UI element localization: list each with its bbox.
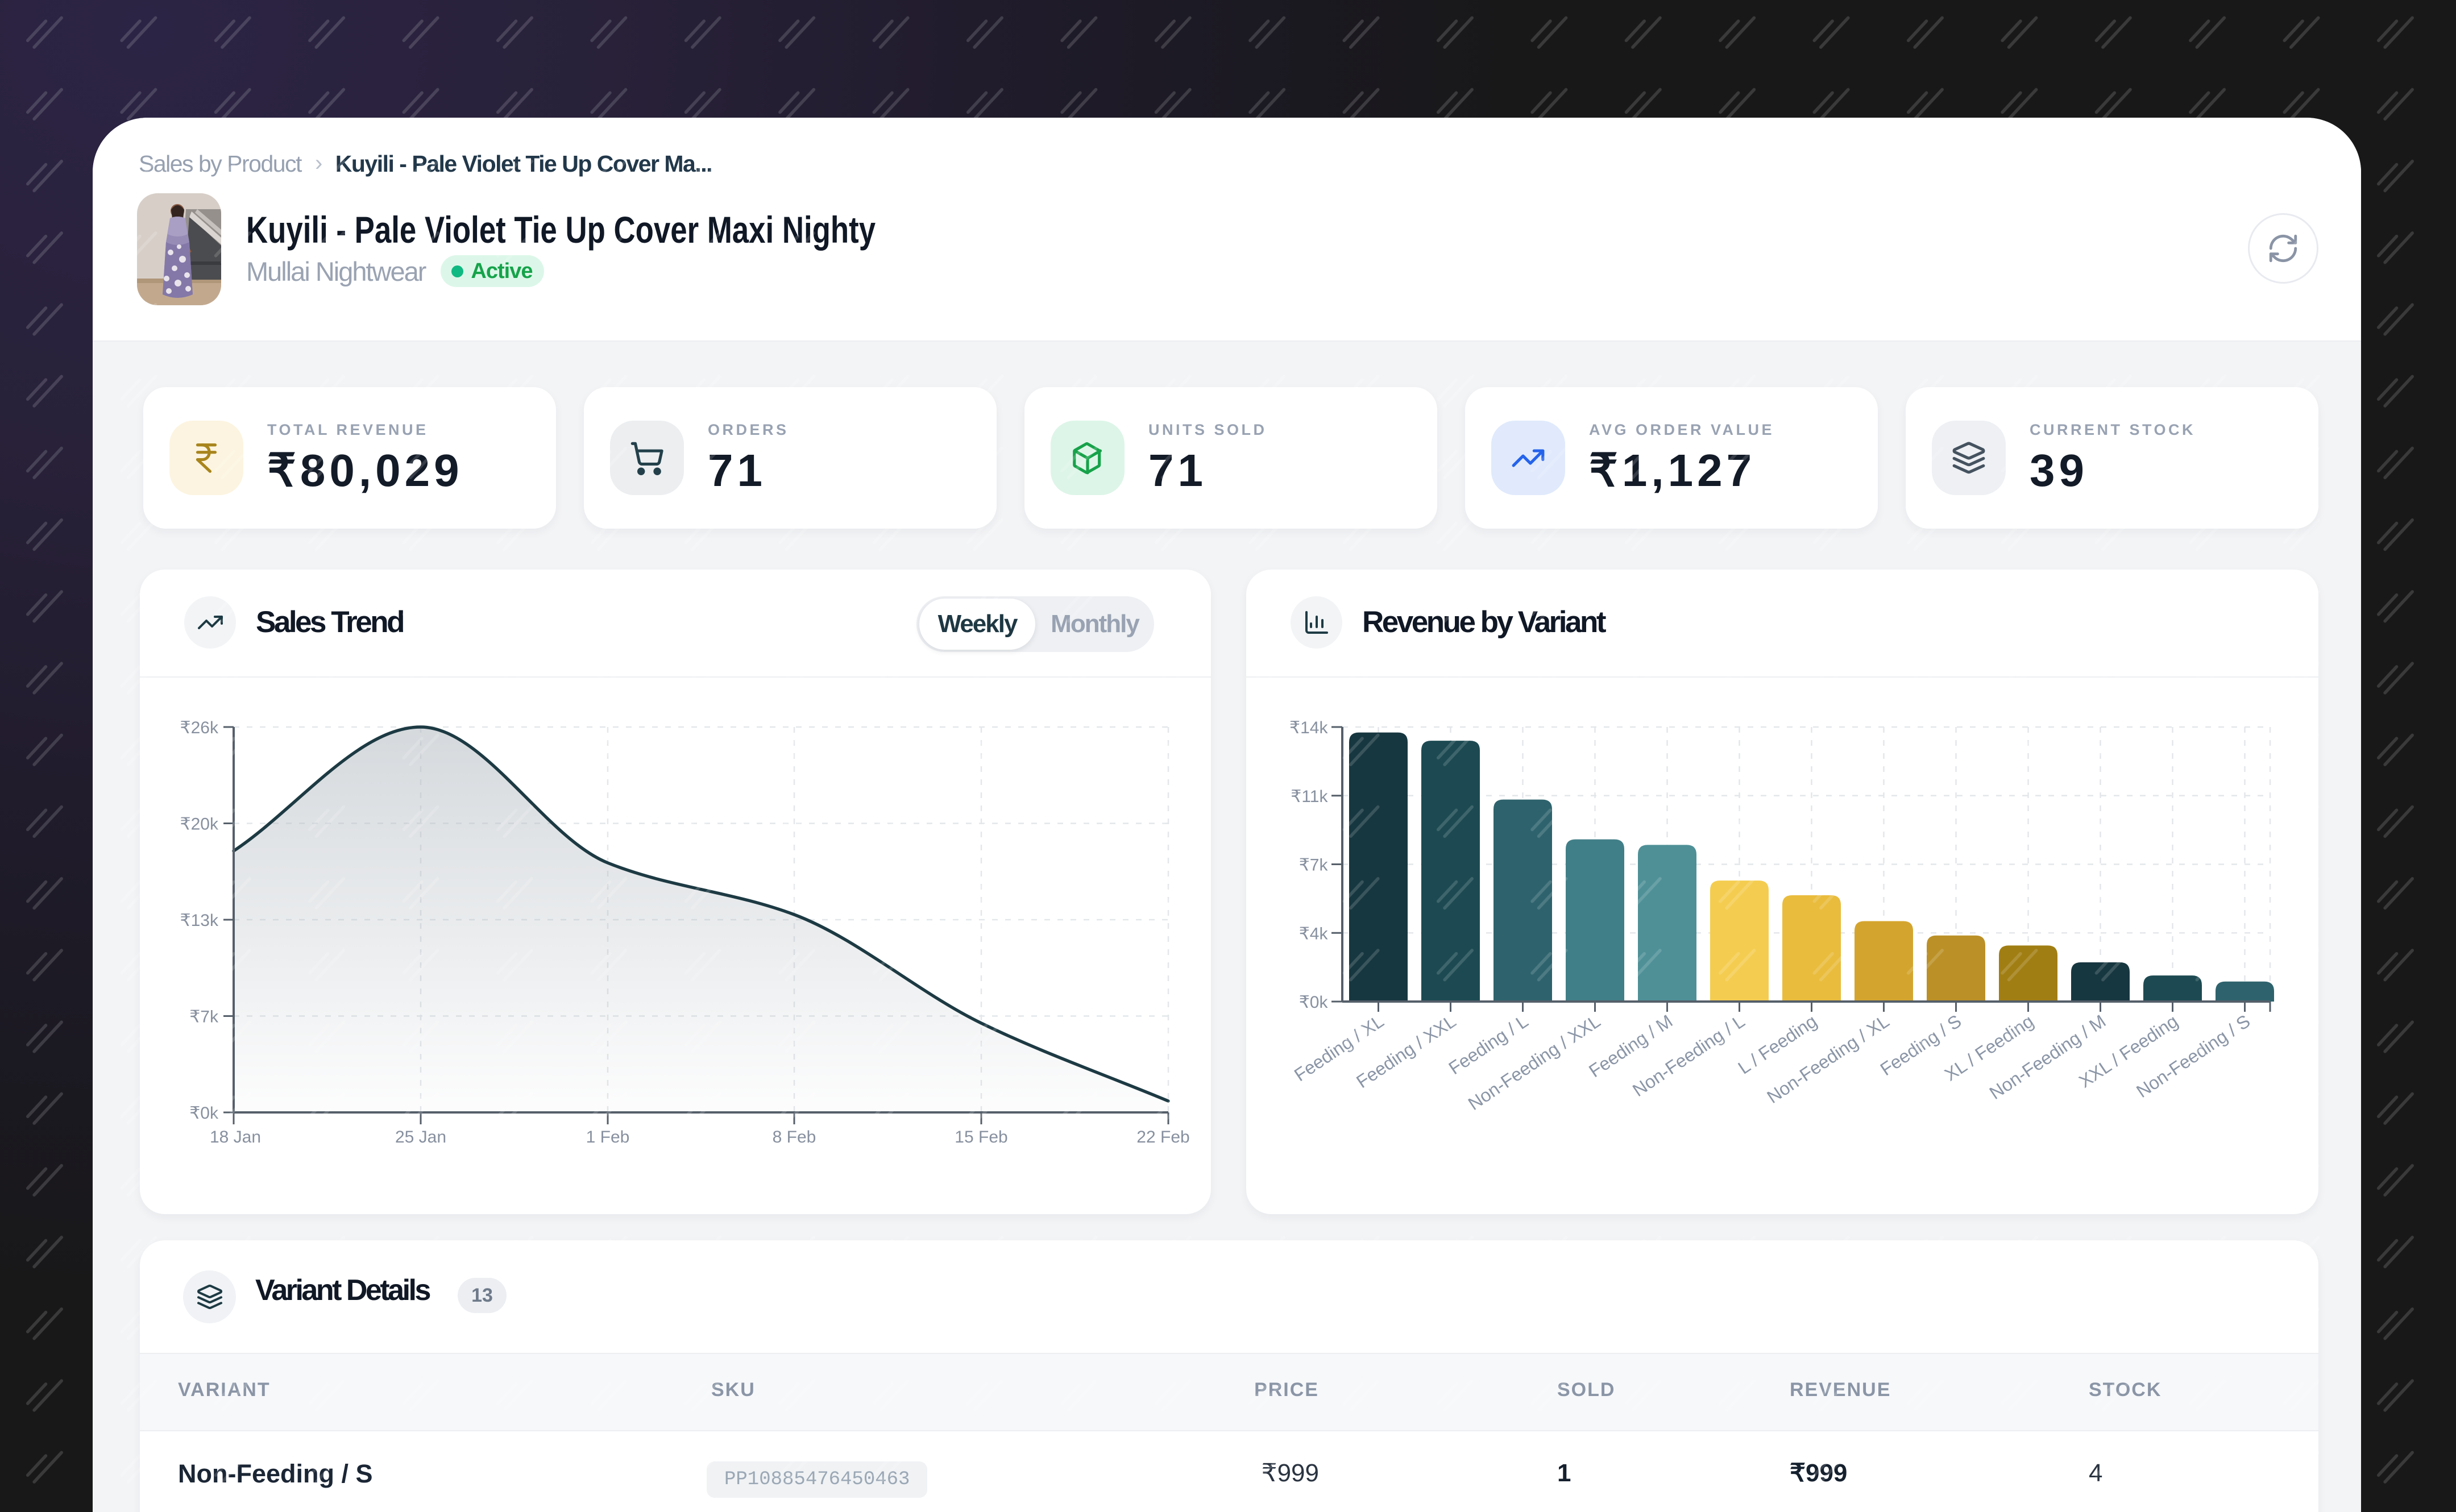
svg-text:₹4k: ₹4k (1299, 924, 1329, 943)
svg-text:₹0k: ₹0k (189, 1104, 219, 1123)
svg-text:22 Feb: 22 Feb (1136, 1128, 1189, 1147)
svg-text:₹7k: ₹7k (1299, 856, 1329, 875)
svg-text:Non-Feeding / XL: Non-Feeding / XL (1763, 1011, 1893, 1107)
svg-text:₹13k: ₹13k (180, 911, 219, 930)
svg-text:₹14k: ₹14k (1289, 718, 1328, 737)
svg-text:8 Feb: 8 Feb (773, 1128, 816, 1147)
svg-text:Non-Feeding / XXL: Non-Feeding / XXL (1465, 1011, 1604, 1114)
svg-text:₹11k: ₹11k (1291, 787, 1328, 806)
svg-text:18 Jan: 18 Jan (210, 1128, 261, 1147)
svg-text:₹26k: ₹26k (180, 718, 219, 737)
svg-text:15 Feb: 15 Feb (955, 1128, 1007, 1147)
svg-text:₹7k: ₹7k (189, 1008, 219, 1027)
svg-text:₹0k: ₹0k (1299, 993, 1329, 1012)
svg-text:₹20k: ₹20k (180, 815, 219, 834)
svg-text:25 Jan: 25 Jan (395, 1128, 446, 1147)
svg-text:1 Feb: 1 Feb (586, 1128, 630, 1147)
